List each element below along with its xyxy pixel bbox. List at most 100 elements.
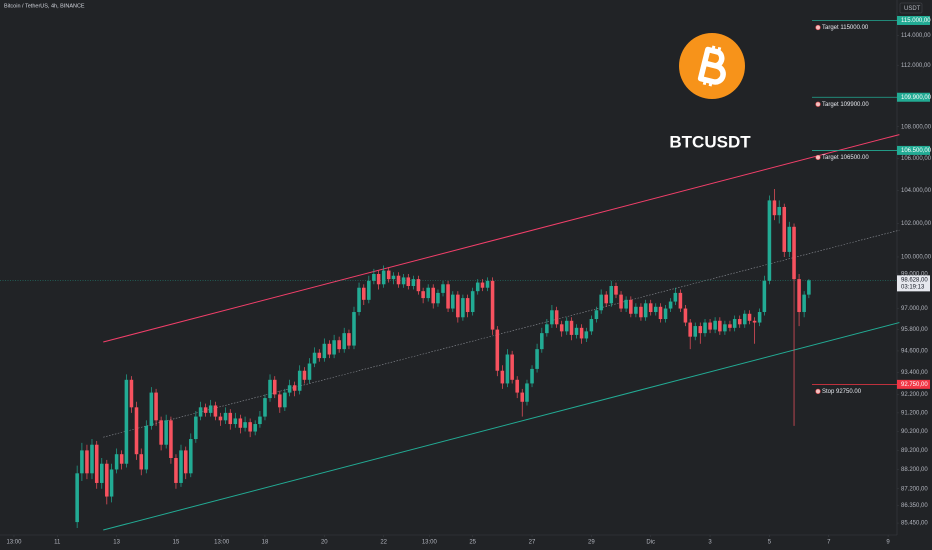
y-tick-label: 93.400,00 xyxy=(901,370,928,376)
candle-body xyxy=(589,319,594,332)
candle-body xyxy=(362,287,366,300)
candle-body xyxy=(376,273,381,285)
candle-body xyxy=(535,349,539,369)
level-label: Target 109900.00 xyxy=(822,102,869,108)
x-tick-label: 13 xyxy=(113,540,120,546)
candle-body xyxy=(643,303,648,318)
y-tick-label: 90.200,00 xyxy=(901,429,928,435)
y-tick-label: 95.800,00 xyxy=(901,327,928,333)
x-tick-label: 11 xyxy=(54,540,61,546)
candle-body xyxy=(559,324,564,332)
candle-body xyxy=(728,324,732,328)
last-price-label: 98.628,00 xyxy=(901,277,928,283)
level-label: Stop 92750.00 xyxy=(822,389,862,395)
candle-body xyxy=(456,294,460,318)
candle-body xyxy=(189,439,193,474)
y-tick-label: 104.000,00 xyxy=(901,188,932,194)
candle-body xyxy=(416,279,421,292)
candle-body xyxy=(525,383,529,402)
y-tick-label: 92.200,00 xyxy=(901,392,928,398)
y-tick-label: 88.200,00 xyxy=(901,467,928,473)
y-tick-label: 108.000,00 xyxy=(901,124,932,130)
chart-title: Bitcoin / TetherUS, 4h, BINANCE xyxy=(4,3,85,9)
level-icon xyxy=(815,101,821,107)
candle-body xyxy=(287,385,292,393)
level-axis-label: 92.750,00 xyxy=(901,382,928,388)
y-tick-label: 86.350,00 xyxy=(901,503,928,509)
y-tick-label: 99.000,00 xyxy=(901,272,928,278)
candle-body xyxy=(634,306,638,314)
level-axis-label: 115.000,00 xyxy=(901,18,931,24)
candle-body xyxy=(223,412,228,421)
candle-body xyxy=(520,392,525,402)
x-tick-label: 15 xyxy=(173,540,180,546)
candle-body xyxy=(658,306,663,320)
candle-body xyxy=(386,270,391,280)
candle-body xyxy=(500,370,505,384)
candle-body xyxy=(411,279,416,287)
candle-body xyxy=(421,291,425,299)
candle-body xyxy=(337,340,341,350)
currency-label[interactable]: USDT xyxy=(904,6,921,12)
candle-body xyxy=(614,286,618,295)
candle-body xyxy=(762,280,767,313)
level-axis-box xyxy=(897,15,930,25)
y-tick-label: 102.000,00 xyxy=(901,221,932,227)
candle-body xyxy=(297,370,302,391)
candle-body xyxy=(604,294,608,304)
bitcoin-b xyxy=(708,80,713,87)
y-tick-label: 87.200,00 xyxy=(901,486,928,492)
trend-line xyxy=(103,322,900,531)
candle-body xyxy=(357,287,361,313)
candle-body xyxy=(179,450,183,483)
candle-body xyxy=(80,450,84,474)
y-tick-label: 85.450,00 xyxy=(901,521,928,527)
candle-body xyxy=(401,277,406,285)
currency-box[interactable] xyxy=(899,2,923,14)
candle-body xyxy=(372,273,376,281)
candle-body xyxy=(312,352,317,364)
countdown-label: 03:19:13 xyxy=(901,284,925,290)
candle-body xyxy=(569,320,574,335)
candle-body xyxy=(114,454,119,470)
candle-body xyxy=(134,407,139,455)
trend-line xyxy=(103,134,900,343)
candle-body xyxy=(609,286,614,304)
x-tick-label: 25 xyxy=(469,540,476,546)
candle-body xyxy=(238,418,243,428)
candle-body xyxy=(698,326,703,334)
candle-body xyxy=(668,301,673,309)
level-label: Target 115000.00 xyxy=(822,25,869,31)
candle-body xyxy=(505,354,510,384)
candle-body xyxy=(317,352,322,359)
candle-body xyxy=(574,327,579,335)
candle-body xyxy=(802,294,806,313)
candle-body xyxy=(767,200,772,281)
candle-body xyxy=(465,298,470,313)
candle-body xyxy=(441,284,445,293)
candle-body xyxy=(109,469,114,497)
symbol-label: BTCUSDT xyxy=(669,132,751,151)
candle-body xyxy=(619,294,623,309)
candle-body xyxy=(144,425,149,470)
candle-body xyxy=(723,324,727,332)
candle-body xyxy=(283,392,287,408)
candle-body xyxy=(228,412,233,425)
x-tick-label: 13:00 xyxy=(214,540,230,546)
candle-body xyxy=(258,416,262,425)
level-axis-label: 109.900,00 xyxy=(901,95,932,101)
candle-body xyxy=(194,416,198,440)
candle-body xyxy=(90,444,94,474)
x-tick-label: Dic xyxy=(646,540,655,546)
candle-body xyxy=(352,312,356,346)
candle-body xyxy=(268,379,272,399)
candle-body xyxy=(737,319,742,325)
candle-body xyxy=(693,326,698,337)
candle-body xyxy=(545,324,549,334)
candle-body xyxy=(322,343,327,359)
candle-body xyxy=(327,343,332,355)
y-tick-label: 106.000,00 xyxy=(901,156,932,162)
candle-body xyxy=(678,292,683,309)
candle-body xyxy=(648,303,653,313)
